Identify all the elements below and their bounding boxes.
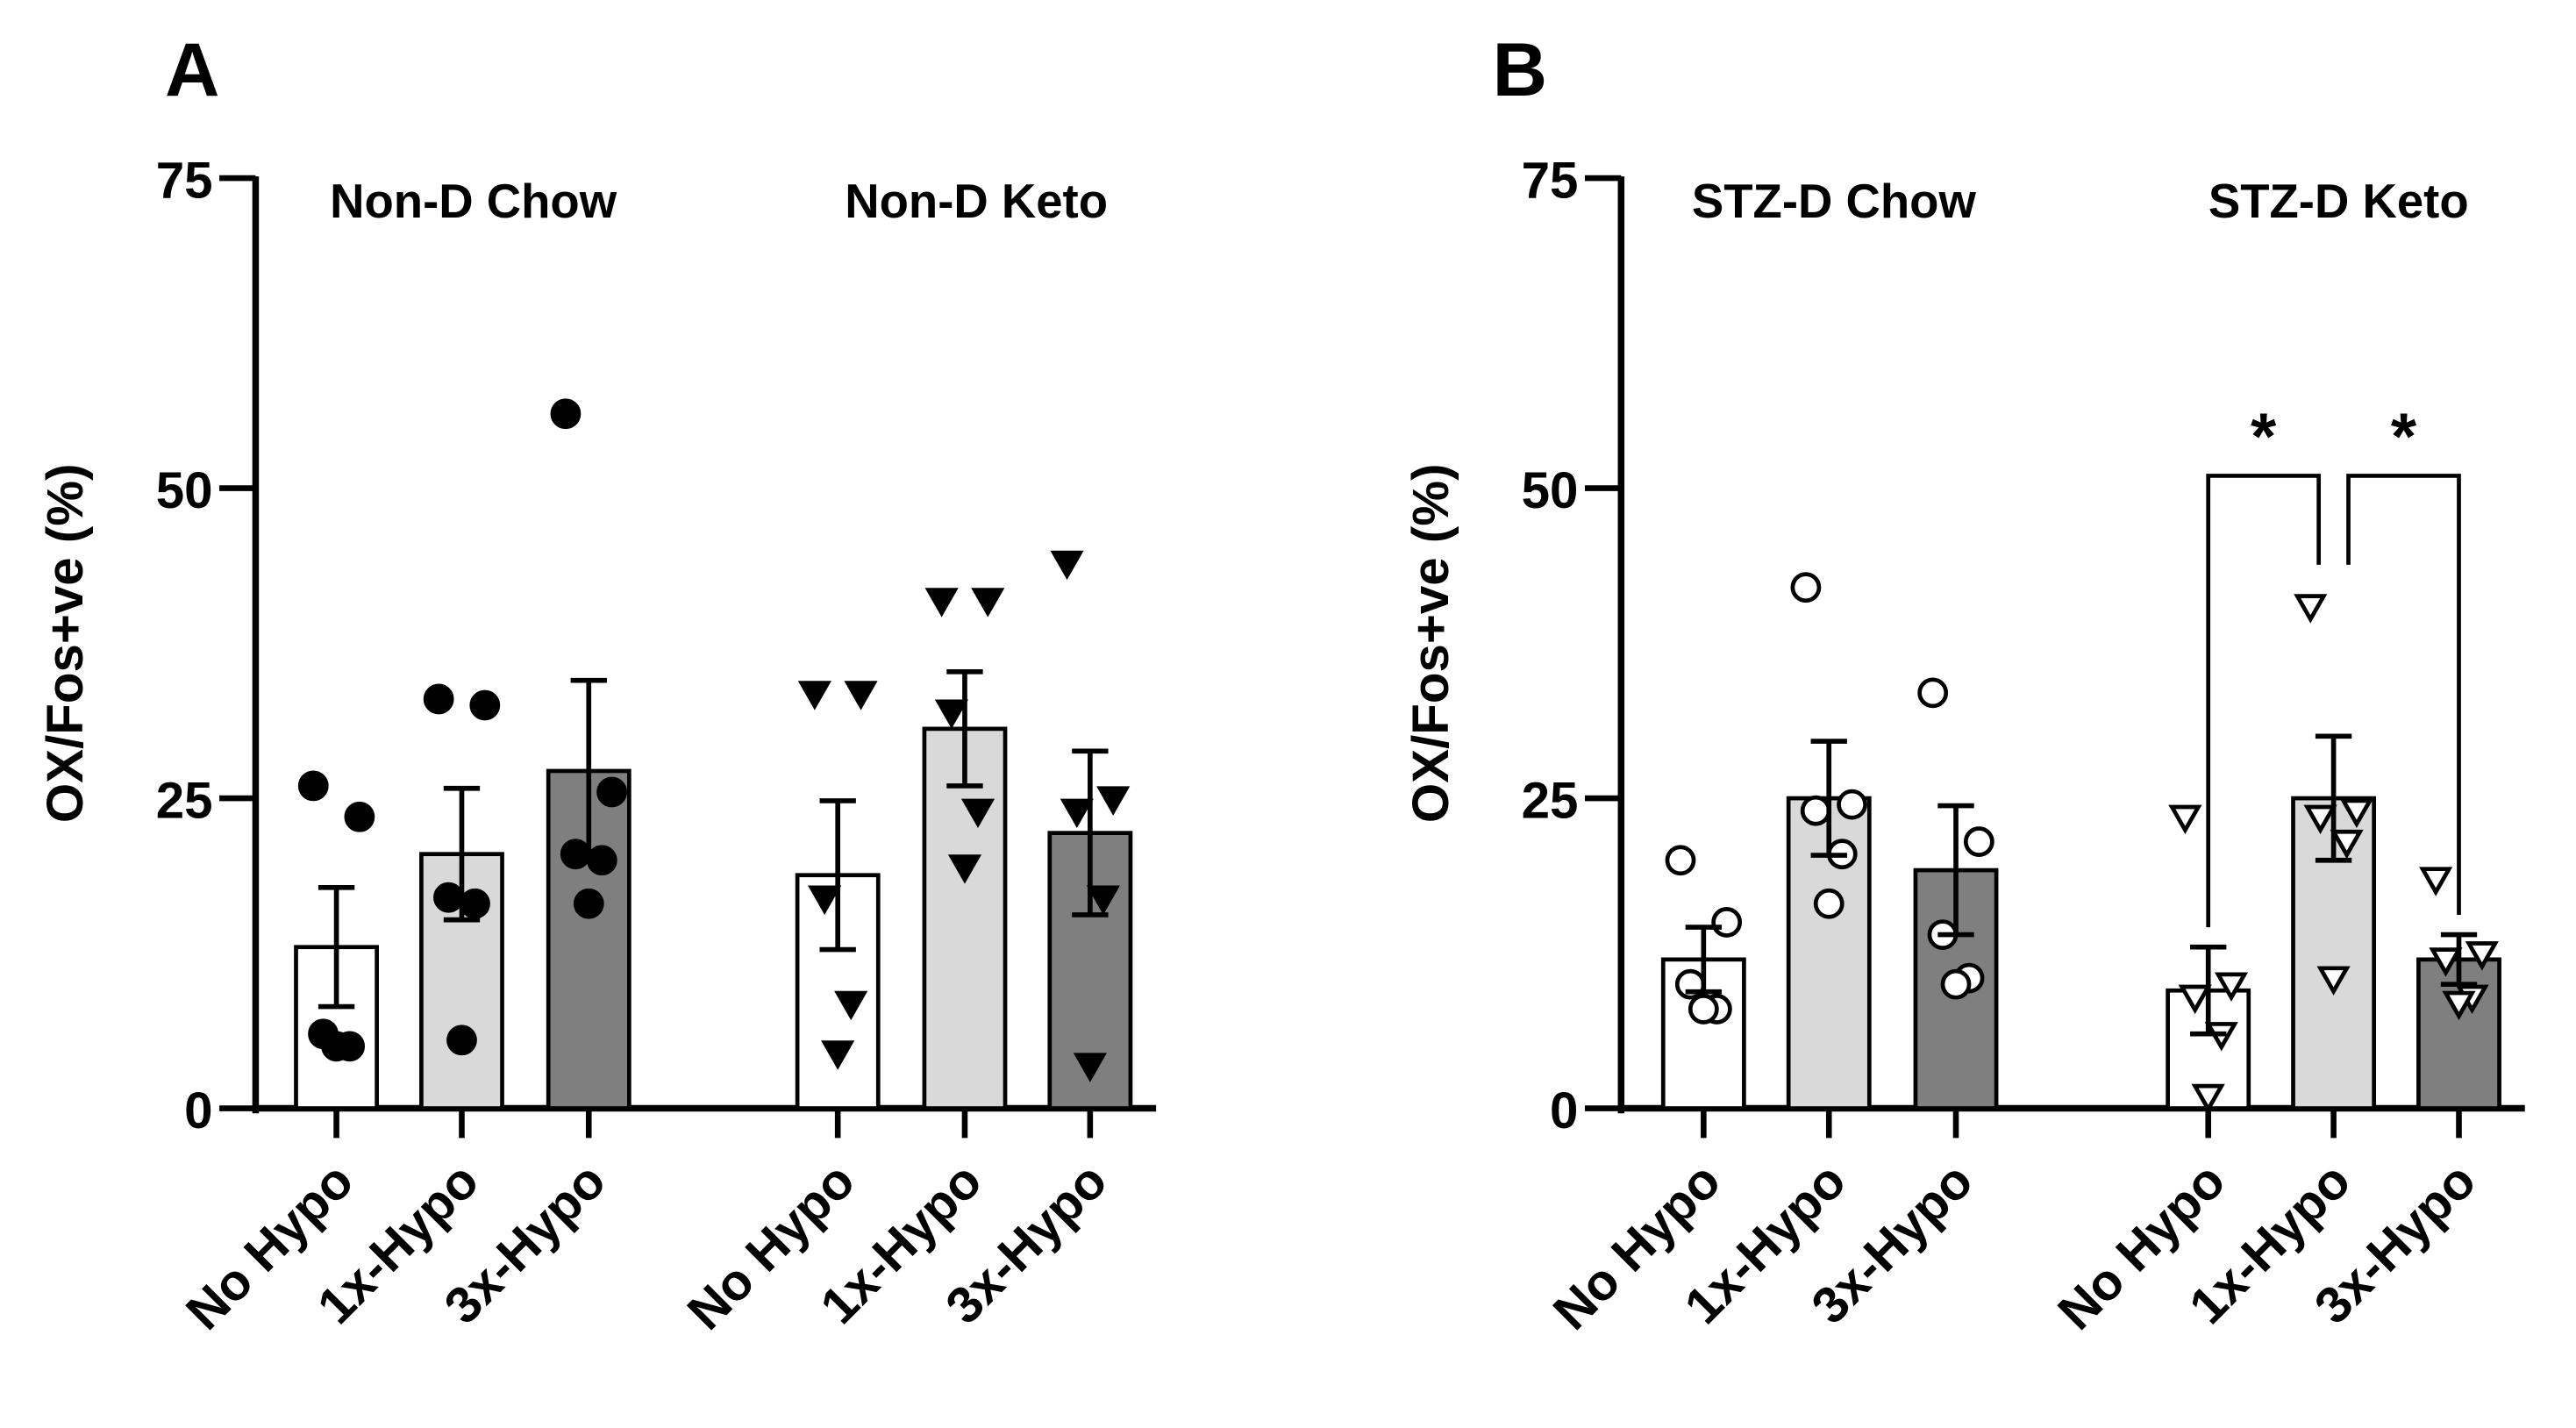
data-point <box>1711 907 1743 938</box>
data-point <box>1688 994 1719 1025</box>
data-point <box>934 699 969 729</box>
data-point <box>960 798 995 828</box>
group-title: STZ-D Chow <box>1692 175 1977 228</box>
significance-bracket <box>2206 474 2322 928</box>
data-point <box>321 1031 352 1062</box>
y-axis-label: OX/Fos+ve (%) <box>1402 464 1459 824</box>
data-point <box>1813 888 1845 919</box>
data-point <box>550 398 582 430</box>
y-axis-label: OX/Fos+ve (%) <box>37 464 94 824</box>
data-point <box>2330 829 2364 860</box>
data-point <box>1665 845 1696 876</box>
y-tick-label: 50 <box>156 462 213 519</box>
data-point <box>1963 826 1994 857</box>
data-point <box>1837 789 1867 820</box>
data-point <box>297 770 329 802</box>
data-point <box>1086 885 1120 915</box>
data-point <box>821 1040 855 1070</box>
data-point <box>2316 966 2351 996</box>
data-point <box>2442 990 2476 1021</box>
data-point <box>1790 572 1822 603</box>
group-title: Non-D Keto <box>845 175 1108 228</box>
data-point <box>2339 798 2374 828</box>
y-tick-label: 25 <box>1522 773 1579 830</box>
data-point <box>423 683 454 715</box>
data-point <box>2303 804 2337 835</box>
data-point <box>433 882 464 913</box>
data-point <box>2191 1083 2225 1114</box>
group-title: STZ-D Keto <box>2209 175 2469 228</box>
significance-star: * <box>2251 400 2277 474</box>
data-point <box>446 1025 477 1056</box>
data-point <box>2465 941 2499 971</box>
data-point <box>1940 968 1972 1000</box>
bar <box>922 726 1008 1110</box>
data-point <box>2168 804 2202 835</box>
data-point <box>1060 798 1094 828</box>
data-point <box>797 681 831 710</box>
data-point <box>2178 984 2212 1015</box>
y-tick-label: 50 <box>1522 462 1579 519</box>
data-point <box>2429 947 2463 977</box>
data-point <box>1917 677 1949 709</box>
significance-bracket <box>2346 474 2461 916</box>
data-point <box>596 776 627 808</box>
panel-letter: B <box>1493 28 1547 112</box>
data-point <box>2294 594 2328 624</box>
y-tick-label: 0 <box>184 1082 212 1139</box>
y-tick-label: 75 <box>156 153 213 210</box>
y-tick-label: 25 <box>156 773 213 830</box>
y-tick-label: 0 <box>1550 1082 1578 1139</box>
data-point <box>1050 550 1084 581</box>
data-point <box>573 888 604 919</box>
y-tick-label: 75 <box>1522 153 1579 210</box>
data-point <box>1800 795 1831 826</box>
data-point <box>2419 867 2453 896</box>
panel-letter: A <box>165 28 219 112</box>
group-title: Non-D Chow <box>330 175 617 228</box>
significance-star: * <box>2391 400 2417 474</box>
data-point <box>924 588 959 618</box>
data-point <box>344 801 375 832</box>
data-point <box>2214 972 2249 1002</box>
data-point <box>971 588 1005 618</box>
data-point <box>460 888 490 919</box>
data-point <box>844 681 878 710</box>
data-point <box>469 689 501 721</box>
data-point <box>1096 786 1131 816</box>
data-point <box>808 885 842 915</box>
data-point <box>834 990 868 1021</box>
data-point <box>1073 1053 1107 1082</box>
data-point <box>947 854 982 884</box>
